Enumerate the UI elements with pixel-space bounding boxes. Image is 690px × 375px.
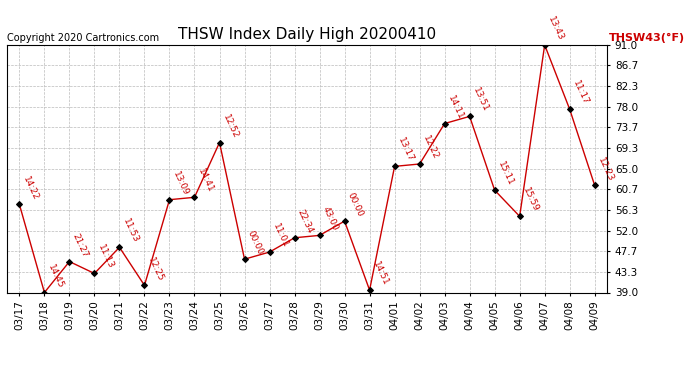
Point: [89, 270, 100, 276]
Point: [489, 187, 500, 193]
Text: 12:23: 12:23: [596, 156, 615, 183]
Text: 14:41: 14:41: [196, 168, 215, 195]
Text: 22:34: 22:34: [296, 208, 315, 235]
Point: [264, 249, 275, 255]
Text: 14:11: 14:11: [446, 94, 465, 121]
Text: 13:09: 13:09: [171, 170, 190, 197]
Point: [239, 256, 250, 262]
Point: [64, 259, 75, 265]
Text: 14:22: 14:22: [21, 175, 40, 202]
Point: [14, 201, 25, 207]
Point: [439, 120, 450, 126]
Text: 12:22: 12:22: [421, 134, 440, 161]
Point: [289, 235, 300, 241]
Point: [314, 232, 325, 238]
Point: [214, 140, 225, 146]
Point: [364, 287, 375, 293]
Text: Copyright 2020 Cartronics.com: Copyright 2020 Cartronics.com: [7, 33, 159, 42]
Point: [39, 290, 50, 296]
Text: 13:51: 13:51: [471, 86, 490, 114]
Point: [539, 42, 550, 48]
Title: THSW Index Daily High 20200410: THSW Index Daily High 20200410: [178, 27, 436, 42]
Text: 11:13: 11:13: [96, 243, 115, 271]
Point: [464, 113, 475, 119]
Point: [389, 164, 400, 170]
Point: [564, 106, 575, 112]
Point: [589, 182, 600, 188]
Text: 12:52: 12:52: [221, 113, 240, 140]
Text: 00:00: 00:00: [346, 191, 365, 218]
Text: 15:11: 15:11: [496, 160, 515, 188]
Text: 13:17: 13:17: [396, 136, 415, 164]
Text: 14:51: 14:51: [371, 260, 390, 287]
Text: 21:27: 21:27: [71, 232, 90, 259]
Point: [114, 244, 125, 250]
Point: [164, 196, 175, 202]
Text: 43:00: 43:00: [321, 206, 340, 232]
Point: [339, 218, 350, 224]
Text: 12:25: 12:25: [146, 255, 165, 283]
Point: [189, 194, 200, 200]
Text: 00:00: 00:00: [246, 229, 265, 256]
Text: 14:45: 14:45: [46, 263, 65, 290]
Text: 11:17: 11:17: [571, 79, 590, 106]
Point: [139, 282, 150, 288]
Text: 13:43: 13:43: [546, 15, 565, 42]
Text: 11:53: 11:53: [121, 217, 140, 244]
Point: [514, 213, 525, 219]
Text: 11:01: 11:01: [271, 222, 290, 249]
Text: 15:59: 15:59: [521, 186, 540, 214]
Text: THSW43(°F): THSW43(°F): [609, 33, 685, 42]
Point: [414, 161, 425, 167]
